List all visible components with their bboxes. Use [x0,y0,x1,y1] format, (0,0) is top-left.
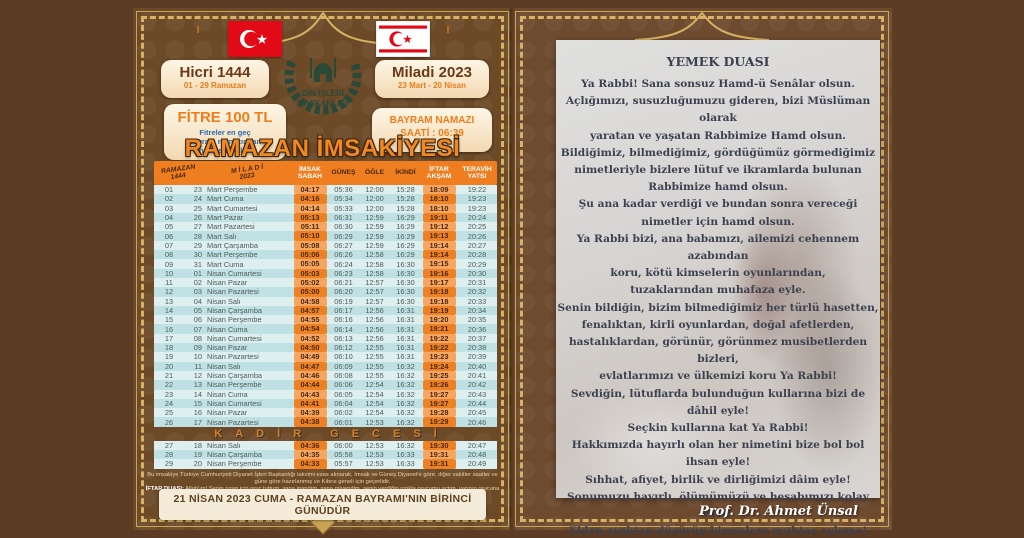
bayram-line1: BAYRAM NAMAZI [389,115,475,126]
header-imsak: İMSAK SABAH [297,165,323,180]
header-ikindi: İKİNDİ [395,169,416,177]
footnote-line1: Bu imsakiye Türkiye Cumhuriyeti Diyanet … [147,472,498,485]
dua-line: koru, kötü kimselerin oyunlarından, [610,267,826,280]
table-row: 25 16 Nisan Pazar 04:39 06:02 12:54 16:32 19:28… [154,408,497,418]
dua-line: tuzaklarından muhafaza eyle. [630,284,806,297]
header-iftar: İFTAR AKŞAM [426,165,452,180]
dua-line: yaratan ve yaşatan Rabbimize Hamd olsun. [590,129,846,142]
dua-line: hastalıklardan, görünür, görünmez musibe… [568,336,868,366]
dua-line: Açlığımızı, susuzluğumuzu gideren, bizi … [565,95,871,125]
table-row: 27 18 Nisan Salı 04:36 06:00 12:53 16:32 19:30 2… [154,440,497,451]
dua-line: Elden ayaktan düşürüp kimselere muhtaç e… [569,525,867,538]
table-row: 12 03 Nisan Pazartesi 05:00 06:20 12:57 16:30 1… [154,287,497,297]
telephone: Tel: 0392 225 30 62 - 63 [342,520,413,527]
bayram-line2: SAATİ : 06:39 [400,128,464,139]
table-row: 06 28 Mart Salı 05:10 06:29 12:59 16:29 19:13 20… [154,231,497,241]
logo-line1: DİN İŞLERİ [302,89,344,98]
crescent-ornament-right [433,26,454,72]
miladi-subtitle: 23 Mart - 20 Nisan [397,81,467,90]
dua-line: Senin bildiğin, bizim bilmediğimiz her t… [557,301,879,314]
table-row: 24 15 Nisan Cumartesi 04:41 06:04 12:54 16:32 1… [154,398,497,409]
bayram-day-note: 21 NİSAN 2023 CUMA - RAMAZAN BAYRAMI'NIN… [173,493,472,517]
dua-line: Sonumuzu hayırlı, ölümümüzü ve hesabımız… [567,490,869,521]
dua-title: YEMEK DUASI [666,54,770,69]
right-page: YEMEK DUASI Ya Rabbi! Sana sonsuz Hamd-ü… [512,8,892,537]
table-row: 01 23 Mart Perşembe 04:17 05:36 12:00 15:28 18:… [154,185,497,195]
table-row: 18 09 Nisan Pazar 04:50 06:12 12:55 16:31 19:22… [154,343,497,353]
imsakiye-table: RAMAZAN 1444 M İ L A D İ 2023 İMSAK SABAH G… [154,161,497,469]
table-row: 09 31 Mart Cuma 05:05 06:24 12:58 16:30 19:15 20… [154,259,497,269]
arch-ornament [255,11,390,45]
website: www.kktcdinisleri.com [232,520,297,527]
imsakiye-rows: 01 23 Mart Perşembe 04:17 05:36 12:00 15:28 18:… [154,185,497,469]
miladi-badge: Miladi 2023 23 Mart - 20 Nisan [375,60,489,98]
fitre-badge: FİTRE 100 TL Fitreler en geç bayram nama… [164,104,286,160]
dua-line: fenalıktan, kirli oyunlardan, doğal afet… [581,318,855,331]
header-ogle: ÖĞLE [364,169,385,177]
fitre-title: FİTRE 100 TL [177,109,273,126]
din-isleri-baskanligi-logo: DİN İŞLERİ BAŞKANLIĞI [284,28,362,115]
dua-line: Ya Rabbi! Sana sonsuz Hamd-ü Senâlar ols… [581,78,855,90]
trnc-flag [376,21,430,57]
table-row: 29 20 Nisan Perşembe 04:33 05:57 12:53 16:33 19… [154,459,497,469]
dua-line: Hakkımızda hayırlı olan her nimetini biz… [571,439,865,469]
header-gunes: GÜNEŞ [331,169,356,177]
table-row: 20 11 Nisan Salı 04:47 06:09 12:55 16:32 19:24 2… [154,361,497,371]
dua-line: nimetler için hamd olsun. [641,215,795,228]
dua-line: Sevdiğin, lütuflarda bulunduğun kulların… [570,387,866,417]
hicri-badge: Hicri 1444 01 - 29 Ramazan [161,60,269,98]
table-row: 15 06 Nisan Perşembe 04:55 06:16 12:56 16:31 19… [154,315,497,325]
table-row: 28 19 Nisan Çarşamba 04:35 05:58 12:53 16:33 19… [154,450,497,460]
table-row: 03 25 Mart Cumartesi 04:14 05:33 12:00 15:28 18… [154,203,497,213]
dua-line: Rabbimize hamd olsun. [648,181,788,194]
dua-line: Seçkin kullarına kat Ya Rabbi! [627,422,809,435]
table-row: 05 27 Mart Pazartesi 05:11 06:30 12:59 16:29 19… [154,222,497,232]
hicri-title: Hicri 1444 [179,64,251,81]
header-teravih: TERAVİH YATSI [462,165,492,180]
table-row: 08 30 Mart Perşembe 05:06 06:26 12:58 16:29 19:… [154,250,497,260]
turkey-flag [228,21,282,57]
arch-ornament-right [634,11,770,41]
table-row: 21 12 Nisan Çarşamba 04:46 06:08 12:55 16:32 19… [154,370,497,381]
table-row: 26 17 Nisan Pazartesi 04:38 06:01 12:53 16:32 1… [154,417,497,427]
footer-box: 21 NİSAN 2023 CUMA - RAMAZAN BAYRAMI'NIN… [159,489,486,527]
dua-line: nimetleriyle bizlere lütuf ve ikramlarda… [574,164,862,177]
table-row: 02 24 Mart Cuma 04:16 05:34 12:00 15:28 18:10 19… [154,194,497,204]
table-row: 11 02 Nisan Pazar 05:02 06:21 12:57 16:30 19:17… [154,277,497,288]
dua-line: Şu ana kadar verdiği ve bundan sonra ver… [578,198,858,211]
header-miladi: M İ L A D İ 2023 [231,163,263,182]
table-row: 14 05 Nisan Çarşamba 04:57 06:17 12:56 16:31 19… [154,305,497,316]
dua-panel: YEMEK DUASI Ya Rabbi! Sana sonsuz Hamd-ü… [556,40,880,537]
bayram-namazi-badge: BAYRAM NAMAZI SAATİ : 06:39 [372,108,492,152]
dua-lines: Ya Rabbi! Sana sonsuz Hamd-ü Senâlar ols… [556,76,880,538]
left-page: DİN İŞLERİ BAŞKANLIĞI Hicri 1444 01 - 29… [133,8,512,535]
hicri-subtitle: 01 - 29 Ramazan [183,81,247,90]
miladi-title: Miladi 2023 [391,64,473,81]
dua-line: Bildiğimiz, bilmediğimiz, gördüğümüz gör… [560,146,876,159]
table-row: 23 14 Nisan Cuma 04:43 06:05 12:54 16:32 19:27 2… [154,389,497,399]
author-signature: Prof. Dr. Ahmet Ünsal [698,504,858,519]
header-ramazan: RAMAZAN 1444 [160,163,196,182]
dua-line: Sıhhat, afiyet, birlik ve dirliğimizi dâ… [585,473,851,486]
dua-line: Ya Rabbi bizi, ana babamızı, ailemizi ce… [576,232,860,263]
fitre-note: Fitreler en geç bayram namazından önce v… [188,128,262,155]
table-row: 07 29 Mart Çarşamba 05:08 06:27 12:59 16:29 19:… [154,240,497,251]
table-row: 13 04 Nisan Salı 04:58 06:19 12:57 16:30 19:18 2… [154,296,497,306]
dua-line: evlatlarımızı ve ülkemizi koru Ya Rabbi! [599,370,837,383]
table-header: RAMAZAN 1444 M İ L A D İ 2023 İMSAK SABAH G… [154,161,497,185]
table-row: 16 07 Nisan Cuma 04:54 06:14 12:56 16:31 19:21 2… [154,324,497,334]
kadir-gecesi-divider: KADİR GECESİ [214,427,450,440]
table-row: 19 10 Nisan Pazartesi 04:49 06:10 12:55 16:31 1… [154,352,497,362]
page-spine [510,8,515,530]
crescent-ornament-left [183,26,204,72]
table-row: 10 01 Nisan Cumartesi 05:03 06:23 12:58 16:30 1… [154,268,497,278]
table-row: 22 13 Nisan Perşembe 04:44 06:06 12:54 16:32 19… [154,380,497,390]
page-title: RAMAZAN İMSAKİYESİ [184,135,461,162]
table-row: 17 08 Nisan Cumartesi 04:52 06:13 12:56 16:31 1… [154,333,497,344]
logo-line2: BAŞKANLIĞI [298,99,348,108]
table-row: 04 26 Mart Pazar 05:13 06:31 12:59 16:29 19:11 2… [154,212,497,223]
